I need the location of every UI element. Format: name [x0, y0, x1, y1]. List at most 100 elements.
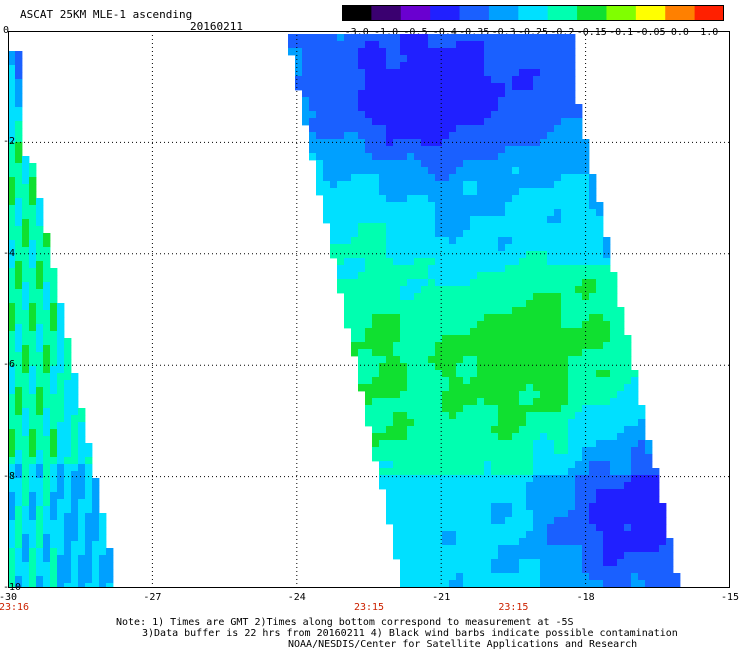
- swath-cell: [561, 125, 569, 133]
- swath-cell: [29, 562, 37, 570]
- swath-cell: [526, 419, 534, 427]
- swath-cell: [470, 202, 478, 210]
- swath-cell: [8, 429, 16, 437]
- swath-cell: [575, 545, 583, 553]
- swath-cell: [50, 338, 58, 346]
- swath-cell: [435, 230, 443, 238]
- x-tick-label: -30: [0, 592, 18, 603]
- swath-cell: [414, 524, 422, 532]
- swath-cell: [505, 76, 513, 84]
- swath-cell: [15, 191, 23, 199]
- swath-cell: [29, 548, 37, 556]
- swath-cell: [484, 62, 492, 70]
- swath-cell: [358, 153, 366, 161]
- swath-cell: [442, 321, 450, 329]
- swath-cell: [22, 324, 30, 332]
- swath-cell: [22, 338, 30, 346]
- swath-cell: [428, 538, 436, 546]
- swath-cell: [519, 552, 527, 560]
- swath-cell: [610, 538, 618, 546]
- swath-cell: [351, 69, 359, 77]
- swath-cell: [561, 202, 569, 210]
- swath-cell: [484, 559, 492, 567]
- swath-cell: [407, 279, 415, 287]
- swath-cell: [526, 559, 534, 567]
- swath-cell: [442, 419, 450, 427]
- swath-cell: [484, 125, 492, 133]
- swath-cell: [344, 195, 352, 203]
- swath-cell: [470, 461, 478, 469]
- swath-cell: [323, 34, 331, 42]
- swath-cell: [456, 118, 464, 126]
- swath-cell: [498, 132, 506, 140]
- swath-cell: [498, 566, 506, 574]
- swath-cell: [407, 202, 415, 210]
- swath-cell: [463, 265, 471, 273]
- swath-cell: [610, 412, 618, 420]
- swath-cell: [351, 216, 359, 224]
- swath-cell: [372, 251, 380, 259]
- swath-cell: [421, 48, 429, 56]
- swath-cell: [428, 216, 436, 224]
- swath-cell: [8, 541, 16, 549]
- swath-cell: [414, 580, 422, 588]
- swath-cell: [57, 576, 65, 584]
- swath-cell: [407, 559, 415, 567]
- swath-cell: [505, 244, 513, 252]
- swath-cell: [463, 496, 471, 504]
- x-tick-label: -24: [287, 592, 306, 603]
- swath-cell: [407, 566, 415, 574]
- swath-cell: [582, 447, 590, 455]
- swath-cell: [302, 90, 310, 98]
- swath-cell: [519, 62, 527, 70]
- swath-cell: [505, 209, 513, 217]
- swath-cell: [470, 573, 478, 581]
- swath-cell: [337, 76, 345, 84]
- swath-cell: [638, 475, 646, 483]
- swath-cell: [407, 314, 415, 322]
- swath-cell: [645, 531, 653, 539]
- swath-cell: [8, 401, 16, 409]
- swath-cell: [477, 377, 485, 385]
- swath-cell: [421, 573, 429, 581]
- swath-cell: [435, 146, 443, 154]
- swath-cell: [659, 538, 667, 546]
- swath-cell: [484, 41, 492, 49]
- swath-cell: [379, 300, 387, 308]
- swath-cell: [372, 307, 380, 315]
- swath-cell: [526, 307, 534, 315]
- swath-cell: [659, 580, 667, 588]
- swath-cell: [533, 454, 541, 462]
- swath-cell: [484, 426, 492, 434]
- swath-cell: [547, 146, 555, 154]
- swath-cell: [456, 342, 464, 350]
- swath-cell: [512, 237, 520, 245]
- note-line-3: NOAA/NESDIS/Center for Satellite Applica…: [288, 639, 638, 650]
- swath-cell: [470, 489, 478, 497]
- swath-cell: [407, 167, 415, 175]
- swath-cell: [372, 335, 380, 343]
- swath-cell: [15, 156, 23, 164]
- swath-cell: [512, 146, 520, 154]
- swath-cell: [358, 335, 366, 343]
- swath-cell: [372, 209, 380, 217]
- swath-cell: [456, 475, 464, 483]
- swath-cell: [512, 265, 520, 273]
- swath-cell: [428, 342, 436, 350]
- swath-cell: [540, 321, 548, 329]
- swath-cell: [22, 240, 30, 248]
- swath-cell: [15, 387, 23, 395]
- swath-cell: [358, 251, 366, 259]
- swath-cell: [484, 391, 492, 399]
- swath-cell: [484, 398, 492, 406]
- swath-cell: [379, 293, 387, 301]
- swath-cell: [421, 62, 429, 70]
- swath-cell: [610, 370, 618, 378]
- swath-cell: [8, 268, 16, 276]
- swath-cell: [106, 562, 114, 570]
- swath-cell: [365, 83, 373, 91]
- swath-cell: [638, 496, 646, 504]
- swath-cell: [393, 181, 401, 189]
- colorbar-label: -0.4: [432, 27, 457, 38]
- swath-cell: [491, 419, 499, 427]
